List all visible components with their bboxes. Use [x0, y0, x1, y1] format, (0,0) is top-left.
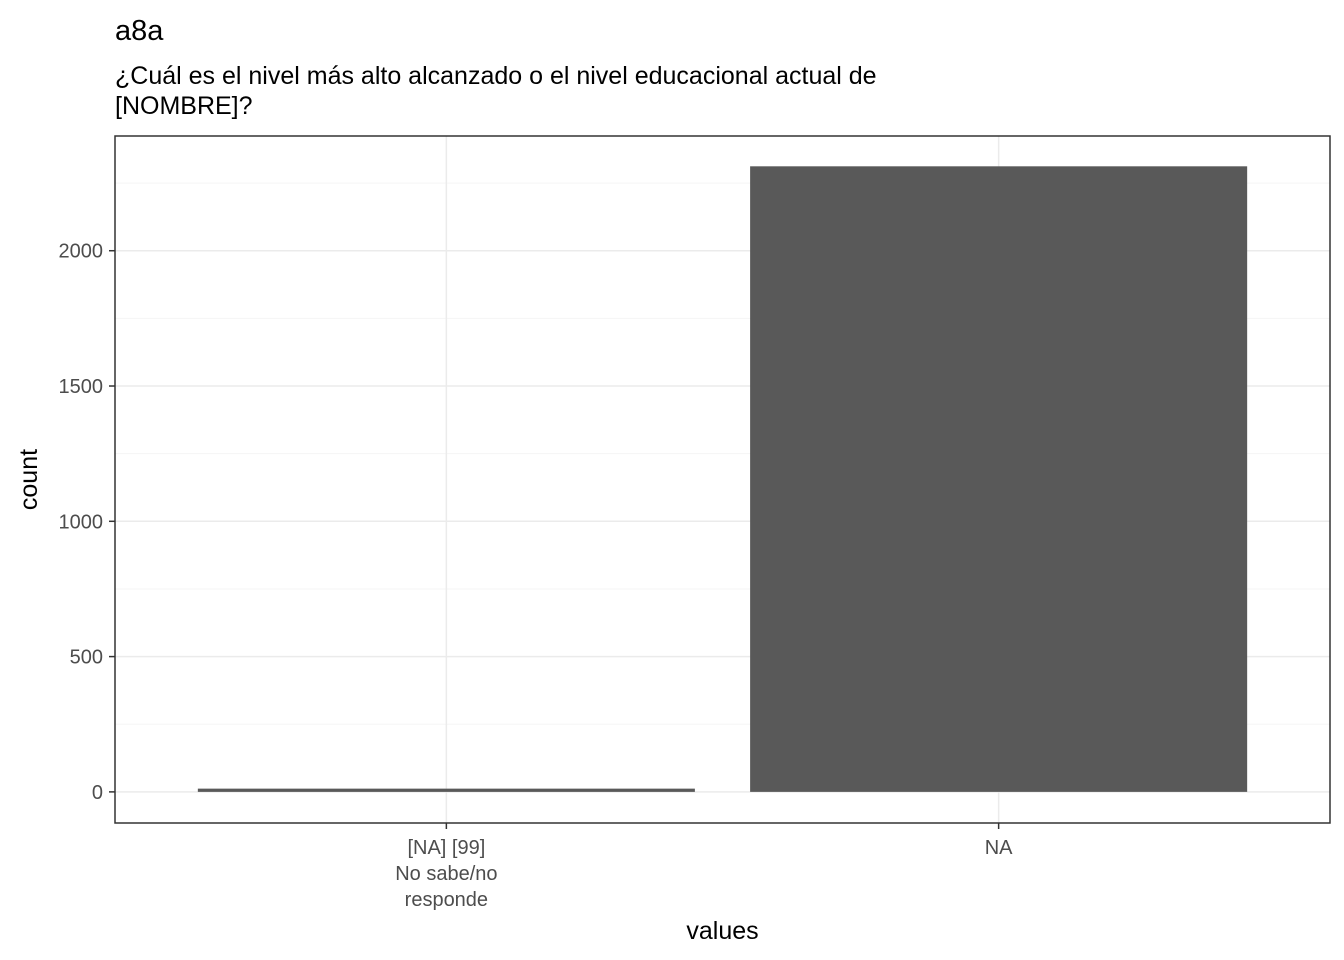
panel-border — [114, 135, 1331, 824]
y-tick-label: 0 — [92, 782, 103, 804]
x-tick-label: [NA] [99] No sabe/no responde — [395, 837, 497, 911]
y-axis: 0 500 1000 1500 2000 — [59, 241, 115, 804]
y-tick-label: 1000 — [59, 511, 104, 533]
x-axis-title: values — [686, 917, 758, 945]
bar — [750, 166, 1248, 792]
y-tick-label: 1500 — [59, 376, 104, 398]
y-tick-label: 500 — [70, 647, 103, 669]
chart-subtitle: ¿Cuál es el nivel más alto alcanzado o e… — [115, 62, 877, 120]
subtitle-line: [NOMBRE]? — [115, 92, 253, 120]
bars — [197, 166, 1248, 792]
bar — [197, 788, 695, 792]
x-tick-label: NA — [985, 837, 1013, 859]
subtitle-line: ¿Cuál es el nivel más alto alcanzado o e… — [115, 62, 877, 90]
chart-title: a8a — [115, 15, 164, 47]
x-axis: [NA] [99] No sabe/no responde NA — [395, 823, 1013, 911]
y-axis-title: count — [15, 449, 43, 510]
y-tick-label: 2000 — [59, 241, 104, 263]
